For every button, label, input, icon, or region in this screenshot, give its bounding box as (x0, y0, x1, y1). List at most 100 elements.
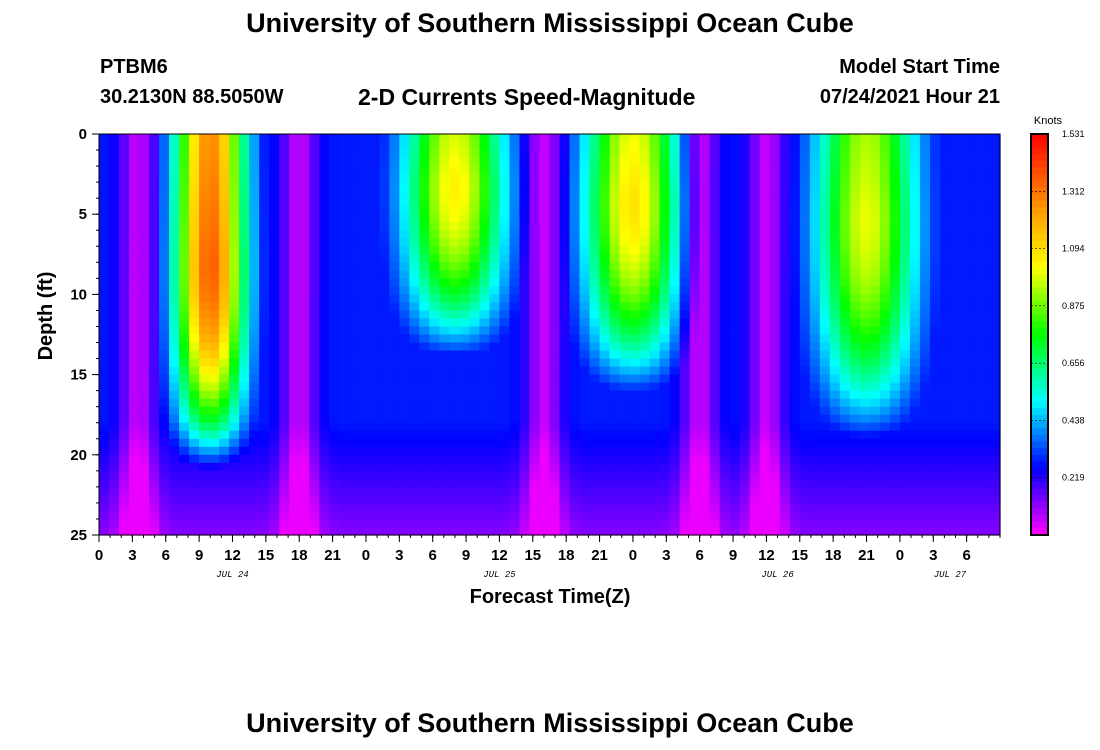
heatmap-cell (329, 246, 340, 255)
heatmap-cell (869, 326, 881, 336)
heatmap-cell (259, 406, 270, 416)
heatmap-cell (709, 286, 721, 295)
heatmap-cell (709, 166, 721, 175)
heatmap-cell (969, 174, 981, 183)
heatmap-cell (869, 158, 881, 167)
heatmap-cell (539, 174, 551, 183)
heatmap-cell (389, 198, 400, 207)
heatmap-cell (979, 358, 991, 368)
heatmap-cell (769, 526, 781, 536)
heatmap-cell (529, 398, 541, 408)
heatmap-cell (559, 318, 571, 328)
heatmap-cell (489, 238, 501, 247)
heatmap-cell (619, 150, 631, 159)
heatmap-cell (529, 334, 541, 344)
heatmap-cell (139, 406, 150, 416)
heatmap-cell (299, 398, 310, 408)
heatmap-cell (209, 166, 220, 175)
heatmap-cell (769, 182, 781, 191)
heatmap-cell (829, 454, 841, 464)
heatmap-cell (119, 190, 130, 199)
heatmap-cell (649, 398, 661, 408)
heatmap-cell (629, 150, 641, 159)
heatmap-cell (109, 278, 120, 287)
heatmap-cell (679, 254, 691, 263)
heatmap-cell (449, 158, 460, 167)
heatmap-cell (649, 462, 661, 472)
heatmap-cell (789, 470, 801, 480)
heatmap-cell (639, 174, 651, 183)
heatmap-cell (279, 174, 290, 183)
heatmap-cell (429, 454, 440, 464)
heatmap-cell (639, 350, 651, 360)
heatmap-cell (279, 494, 290, 504)
heatmap-cell (559, 494, 571, 504)
heatmap-cell (269, 222, 280, 231)
heatmap-cell (789, 182, 801, 191)
heatmap-cell (369, 142, 380, 151)
heatmap-cell (289, 510, 300, 520)
heatmap-cell (769, 190, 781, 199)
heatmap-cell (419, 382, 430, 392)
heatmap-cell (329, 398, 340, 408)
heatmap-cell (99, 526, 110, 536)
heatmap-cell (889, 414, 901, 424)
heatmap-cell (789, 222, 801, 231)
heatmap-cell (559, 166, 571, 175)
heatmap-cell (549, 366, 561, 376)
heatmap-cell (349, 318, 360, 328)
heatmap-cell (859, 334, 871, 344)
heatmap-cell (799, 406, 811, 416)
heatmap-cell (839, 526, 851, 536)
heatmap-cell (259, 398, 270, 408)
heatmap-cell (149, 510, 160, 520)
heatmap-cell (849, 166, 861, 175)
heatmap-cell (829, 198, 841, 207)
heatmap-cell (779, 454, 791, 464)
heatmap-cell (529, 510, 541, 520)
heatmap-cell (489, 190, 501, 199)
heatmap-cell (639, 470, 651, 480)
heatmap-cell (119, 438, 130, 448)
heatmap-cell (379, 510, 390, 520)
heatmap-cell (559, 286, 571, 295)
heatmap-cell (309, 398, 320, 408)
heatmap-cell (279, 190, 290, 199)
heatmap-cell (179, 478, 190, 488)
heatmap-cell (559, 358, 571, 368)
heatmap-cell (739, 286, 751, 295)
heatmap-cell (339, 366, 350, 376)
heatmap-cell (399, 518, 410, 528)
heatmap-cell (969, 446, 981, 456)
heatmap-cell (619, 398, 631, 408)
heatmap-cell (99, 502, 110, 512)
heatmap-cell (159, 470, 170, 480)
heatmap-cell (909, 270, 921, 279)
heatmap-cell (729, 366, 741, 376)
heatmap-cell (599, 254, 611, 263)
heatmap-cell (469, 286, 481, 295)
heatmap-cell (429, 238, 440, 247)
heatmap-cell (539, 526, 551, 536)
heatmap-cell (269, 134, 280, 143)
heatmap-cell (819, 278, 831, 287)
heatmap-cell (379, 278, 390, 287)
heatmap-cell (329, 414, 340, 424)
heatmap-cell (279, 438, 290, 448)
heatmap-cell (159, 326, 170, 336)
heatmap-cell (959, 262, 971, 271)
heatmap-cell (689, 318, 701, 328)
heatmap-cell (679, 494, 691, 504)
heatmap-cell (249, 342, 260, 352)
heatmap-cell (779, 294, 791, 304)
heatmap-cell (639, 518, 651, 528)
heatmap-cell (599, 454, 611, 464)
heatmap-cell (989, 470, 1001, 480)
heatmap-cell (769, 278, 781, 287)
heatmap-cell (619, 438, 631, 448)
heatmap-cell (799, 454, 811, 464)
heatmap-cell (519, 214, 531, 223)
heatmap-cell (449, 302, 460, 312)
heatmap-cell (499, 230, 511, 239)
heatmap-cell (309, 158, 320, 167)
